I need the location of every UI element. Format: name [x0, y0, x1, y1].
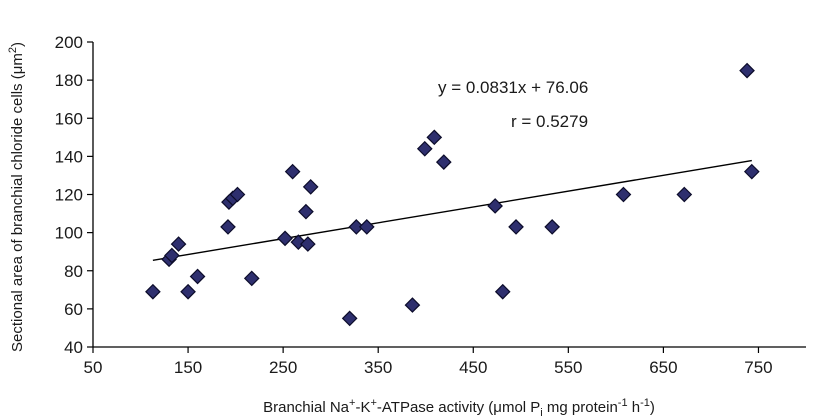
data-point — [348, 219, 365, 235]
data-point — [544, 219, 561, 235]
x-tick-label: 750 — [744, 358, 772, 377]
y-axis-ticks: 40 60 80 100 120 140 160 180 200 — [55, 33, 93, 357]
data-point — [494, 283, 511, 300]
y-tick-label: 200 — [55, 33, 83, 52]
regression-equation: y = 0.0831x + 76.06 — [438, 78, 588, 97]
x-tick-label: 650 — [649, 358, 677, 377]
data-point — [508, 219, 524, 235]
correlation-coefficient: r = 0.5279 — [511, 112, 588, 131]
data-point — [229, 186, 246, 203]
data-point — [298, 203, 314, 220]
y-tick-label: 80 — [64, 262, 83, 281]
y-tick-label: 160 — [55, 109, 83, 128]
data-point — [743, 163, 760, 180]
data-point — [739, 62, 755, 79]
data-point — [435, 154, 452, 170]
y-tick-label: 100 — [55, 224, 83, 243]
x-tick-label: 150 — [174, 358, 202, 377]
data-point — [277, 230, 293, 247]
x-tick-label: 250 — [269, 358, 297, 377]
x-tick-label: 50 — [84, 358, 103, 377]
x-tick-label: 450 — [459, 358, 487, 377]
y-tick-label: 180 — [55, 71, 83, 90]
y-tick-label: 140 — [55, 147, 83, 166]
data-point — [189, 268, 206, 285]
data-point — [145, 283, 161, 300]
data-point — [487, 198, 503, 214]
data-point — [404, 297, 421, 313]
trendline — [152, 159, 752, 262]
data-point — [284, 163, 301, 180]
y-tick-label: 120 — [55, 186, 83, 205]
data-point — [416, 140, 433, 157]
data-point — [300, 236, 316, 252]
data-point — [243, 270, 260, 287]
data-point — [341, 310, 358, 327]
data-point — [164, 247, 180, 264]
y-tick-label: 60 — [64, 300, 83, 319]
data-point — [220, 219, 236, 235]
data-points — [145, 62, 760, 327]
x-axis-title: Branchial Na+-K+-ATPase activity (μmol P… — [263, 397, 655, 417]
data-point — [170, 236, 187, 252]
data-point — [426, 129, 443, 146]
y-axis-title: Sectional area of branchial chloride cel… — [7, 42, 26, 352]
data-point — [615, 186, 632, 203]
x-tick-label: 350 — [364, 358, 392, 377]
data-point — [302, 179, 319, 195]
data-point — [358, 219, 375, 235]
data-point — [180, 283, 196, 300]
x-axis-ticks: 50 150 250 350 450 550 650 750 — [84, 347, 773, 377]
x-tick-label: 550 — [554, 358, 582, 377]
data-point — [676, 186, 693, 203]
y-tick-label: 40 — [64, 338, 83, 357]
